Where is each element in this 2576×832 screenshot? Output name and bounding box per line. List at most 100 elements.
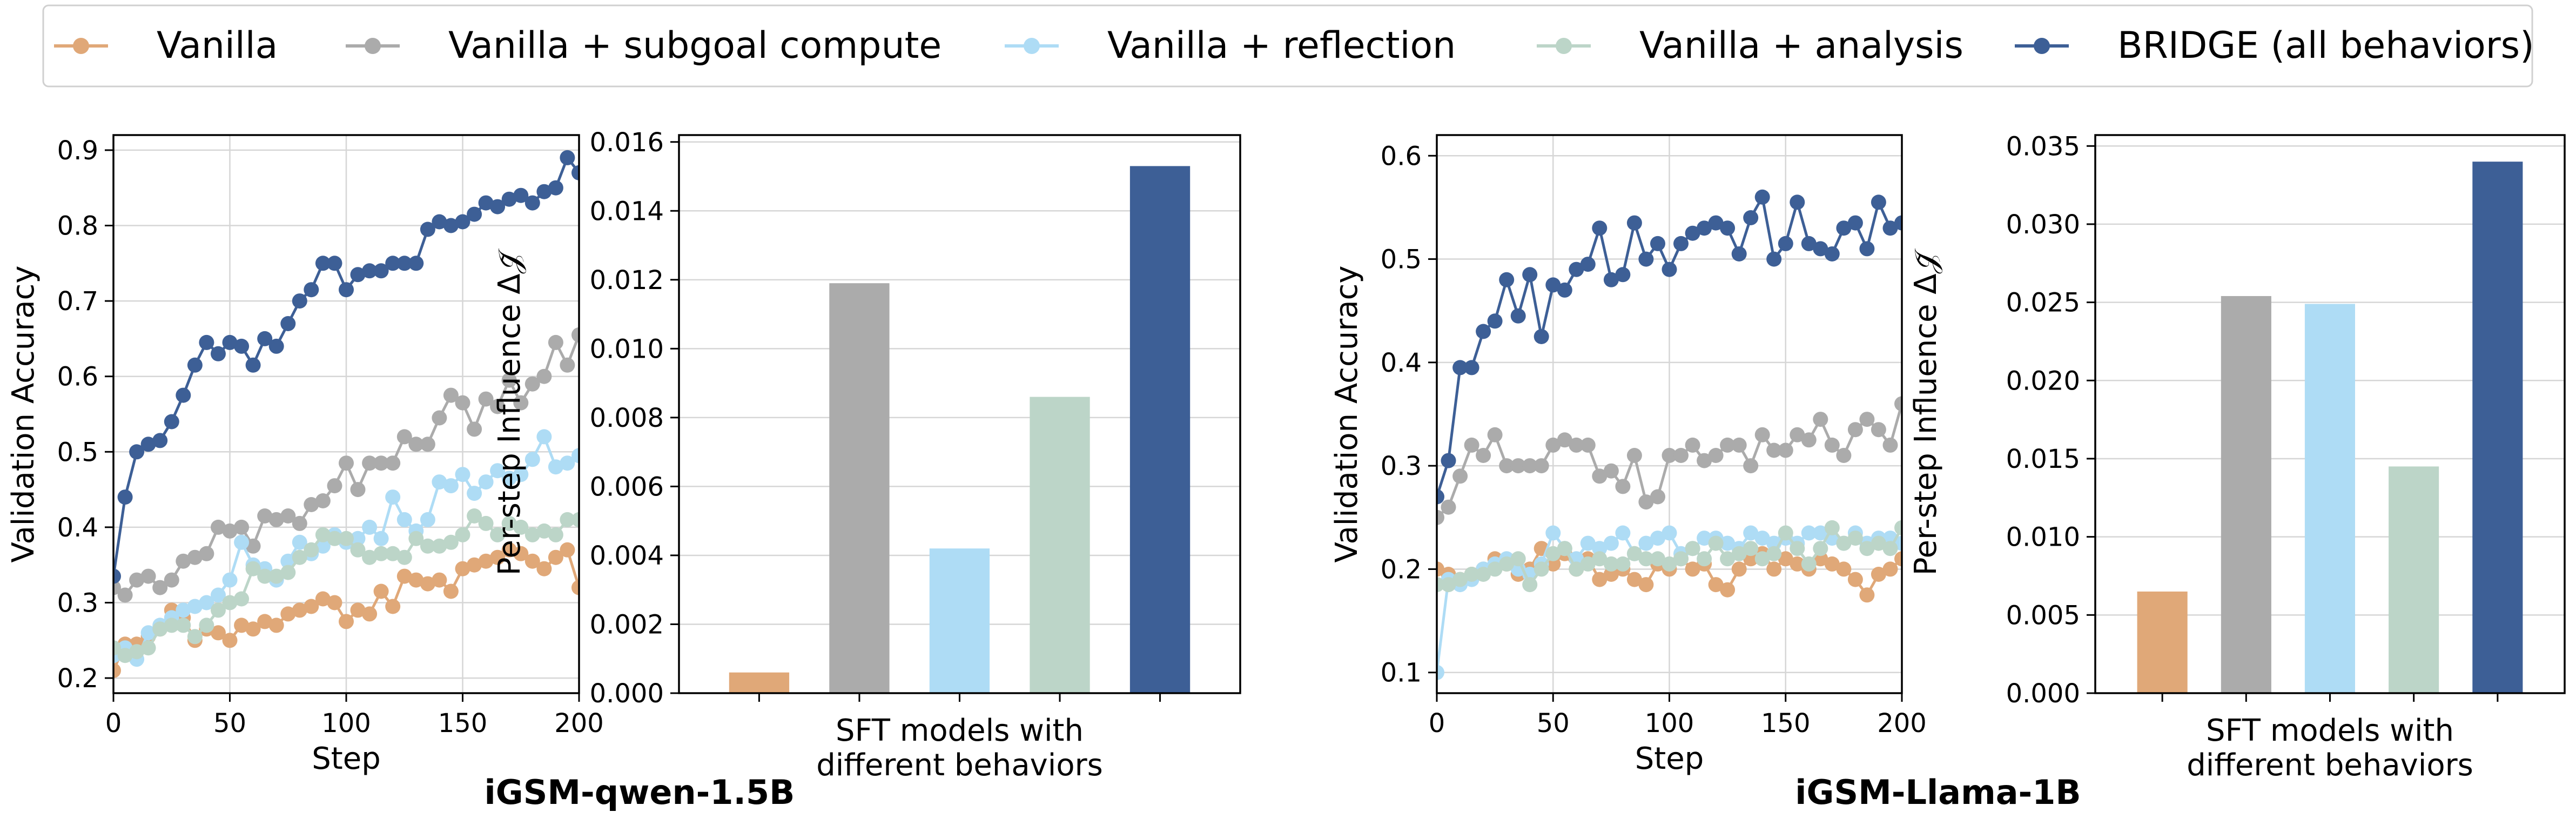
data-point bbox=[280, 553, 296, 569]
y-tick-label: 0.3 bbox=[57, 588, 98, 618]
panels: 0 50 100 150 200 0.2 0.3 0.4 0.5 0.6 0.7 0.8 0.9 Vali… bbox=[6, 128, 2566, 783]
data-point bbox=[1790, 556, 1805, 572]
data-point bbox=[1626, 546, 1642, 561]
data-point bbox=[1720, 582, 1736, 598]
data-point bbox=[1534, 561, 1549, 577]
series bbox=[1437, 189, 1902, 505]
data-point bbox=[501, 542, 517, 558]
data-point bbox=[1697, 551, 1712, 567]
x-axis-label: Step bbox=[1635, 741, 1704, 776]
data-point bbox=[1662, 261, 1677, 277]
legend-label: Vanilla + subgoal compute bbox=[448, 24, 941, 67]
data-point bbox=[1592, 468, 1608, 484]
data-point bbox=[385, 455, 401, 471]
data-point bbox=[1487, 561, 1503, 577]
x-tick-label: 100 bbox=[321, 708, 371, 739]
data-point bbox=[560, 150, 575, 165]
data-point bbox=[1720, 220, 1736, 236]
y-tick-label: 0.8 bbox=[57, 211, 98, 241]
line-panel-0: 0 50 100 150 200 0.2 0.3 0.4 0.5 0.6 0.7 0.8 0.9 Vali… bbox=[6, 134, 604, 776]
data-point bbox=[129, 644, 145, 660]
data-point bbox=[1626, 215, 1642, 231]
data-point bbox=[571, 580, 579, 595]
data-point bbox=[1731, 546, 1747, 561]
x-tick-label: 200 bbox=[554, 708, 604, 739]
data-point bbox=[373, 455, 389, 471]
data-point bbox=[1882, 541, 1898, 556]
x-tick-label: 200 bbox=[1877, 708, 1927, 739]
data-point bbox=[490, 527, 506, 542]
data-point bbox=[1522, 267, 1538, 283]
data-point bbox=[1882, 220, 1898, 236]
data-point bbox=[292, 293, 307, 309]
data-point bbox=[1522, 458, 1538, 474]
data-point bbox=[1650, 489, 1665, 505]
y-tick-label: 0.4 bbox=[57, 513, 98, 543]
y-tick-label: 0.4 bbox=[1381, 348, 1422, 378]
data-point bbox=[1476, 324, 1491, 339]
data-point bbox=[548, 459, 563, 475]
data-point bbox=[432, 572, 447, 588]
data-point bbox=[152, 580, 168, 595]
data-point bbox=[327, 531, 342, 546]
data-point bbox=[339, 455, 354, 471]
data-point bbox=[432, 538, 447, 554]
group-title-llama: iGSM-Llama-1B bbox=[1795, 773, 2081, 812]
data-point bbox=[1708, 535, 1724, 551]
legend-marker bbox=[1024, 38, 1040, 54]
data-point bbox=[268, 618, 284, 633]
data-point bbox=[164, 572, 179, 588]
x-axis-label: Step bbox=[312, 741, 381, 776]
data-point bbox=[1510, 458, 1526, 474]
bar bbox=[1129, 166, 1191, 693]
data-point bbox=[1836, 535, 1852, 551]
data-point bbox=[327, 478, 342, 494]
data-point bbox=[1882, 437, 1898, 453]
legend-frame bbox=[42, 4, 2533, 88]
data-point bbox=[524, 553, 540, 569]
data-point bbox=[350, 602, 366, 618]
data-point bbox=[1813, 541, 1828, 556]
data-point bbox=[1580, 556, 1596, 572]
data-point bbox=[513, 187, 529, 203]
data-point bbox=[1569, 437, 1584, 453]
data-point bbox=[571, 165, 579, 180]
data-point bbox=[1801, 236, 1817, 251]
data-point bbox=[490, 399, 506, 414]
data-point bbox=[490, 199, 506, 214]
data-point bbox=[1778, 525, 1793, 541]
bar bbox=[729, 672, 790, 693]
data-point bbox=[222, 523, 238, 539]
data-point bbox=[1824, 437, 1840, 453]
data-point bbox=[1859, 541, 1875, 556]
legend: Vanilla Vanilla + subgoal compute Vanilla … bbox=[42, 4, 2534, 88]
data-point bbox=[385, 599, 401, 614]
x-tick-label: 0 bbox=[105, 708, 122, 739]
data-point bbox=[1697, 453, 1712, 468]
data-point bbox=[560, 357, 575, 373]
data-point bbox=[1626, 572, 1642, 587]
data-point bbox=[140, 640, 156, 656]
data-point bbox=[1673, 551, 1689, 567]
data-point bbox=[176, 387, 191, 403]
y-tick-label: 0.014 bbox=[590, 196, 664, 226]
data-point bbox=[1731, 437, 1747, 453]
data-point bbox=[211, 625, 226, 641]
data-point bbox=[373, 583, 389, 599]
data-point bbox=[1766, 442, 1782, 458]
data-point bbox=[1662, 556, 1677, 572]
data-point bbox=[1824, 520, 1840, 535]
data-point bbox=[1720, 437, 1736, 453]
y-tick-label: 0.010 bbox=[2006, 522, 2080, 553]
data-point bbox=[571, 512, 579, 527]
data-point bbox=[1685, 561, 1700, 577]
data-point bbox=[373, 263, 389, 279]
y-tick-label: 0.016 bbox=[590, 128, 664, 158]
data-point bbox=[1859, 587, 1875, 603]
data-point bbox=[1847, 215, 1863, 231]
x-tick-label: 100 bbox=[1645, 708, 1694, 739]
line-panel-2: 0 50 100 150 200 0.1 0.2 0.3 0.4 0.5 0.6 Validation… bbox=[1329, 134, 1927, 776]
x-axis-label: different behaviors bbox=[2187, 748, 2473, 783]
data-point bbox=[140, 625, 156, 641]
legend-label: Vanilla + analysis bbox=[1639, 24, 1963, 67]
